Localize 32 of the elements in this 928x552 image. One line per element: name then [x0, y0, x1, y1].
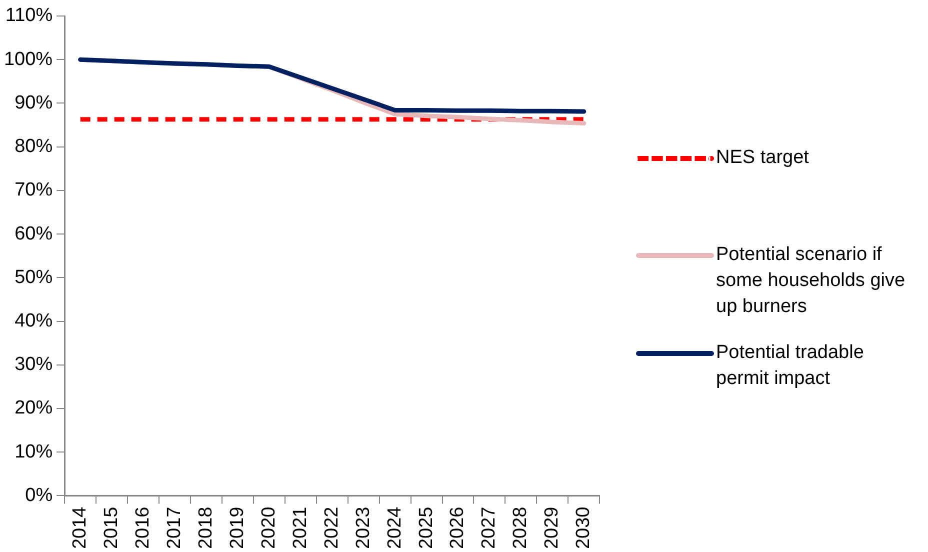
- y-tick-label: 70%: [14, 180, 53, 201]
- x-tick-label: 2016: [132, 506, 154, 550]
- x-tick-label: 2015: [101, 506, 122, 550]
- x-tick-label: 2025: [416, 506, 437, 550]
- x-tick-label: 2021: [290, 506, 311, 550]
- x-tick-label: 2014: [70, 506, 91, 550]
- x-tick-label: 2017: [164, 506, 185, 550]
- y-tick-label: 0%: [25, 484, 53, 506]
- y-tick-label: 20%: [14, 398, 53, 419]
- y-tick-label: 90%: [14, 92, 53, 114]
- legend-label: NES target: [716, 146, 810, 170]
- x-tick-label: 2023: [352, 506, 374, 550]
- legend-label: Potential scenario if some households give up burners: [716, 243, 906, 319]
- x-tick-label: 2020: [258, 506, 280, 550]
- x-tick-label: 2029: [542, 506, 563, 550]
- legend-label: Potential tradable permit impact: [716, 341, 865, 391]
- y-tick-label: 30%: [14, 354, 53, 376]
- y-tick-label: 40%: [14, 310, 53, 332]
- x-tick-label: 2030: [573, 506, 594, 550]
- y-tick-label: 10%: [14, 441, 53, 462]
- y-tick-label: 80%: [14, 136, 53, 158]
- x-tick-label: 2019: [226, 506, 248, 550]
- x-tick-label: 2018: [195, 506, 216, 550]
- x-tick-label: 2026: [447, 506, 468, 550]
- x-tick-label: 2024: [384, 506, 406, 550]
- x-tick-label: 2022: [321, 506, 342, 550]
- y-tick-label: 60%: [14, 223, 53, 244]
- y-tick-label: 100%: [4, 48, 53, 70]
- y-tick-label: 50%: [14, 266, 53, 288]
- y-tick-label: 110%: [5, 5, 53, 26]
- x-tick-label: 2028: [510, 506, 532, 550]
- x-tick-label: 2027: [478, 506, 500, 550]
